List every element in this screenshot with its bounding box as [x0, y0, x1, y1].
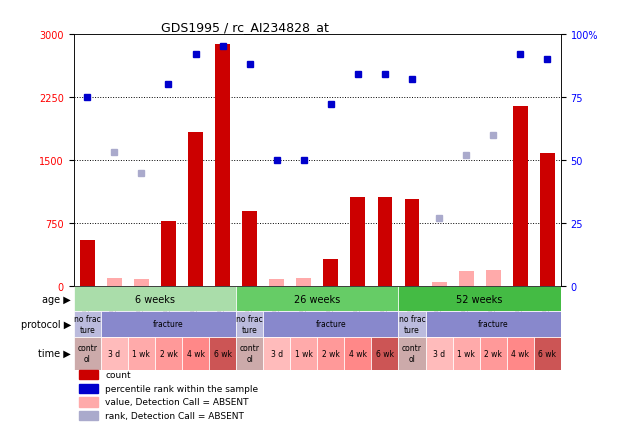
Text: 1 wk: 1 wk	[295, 349, 313, 358]
Bar	[399, 312, 426, 337]
Text: no frac
ture: no frac ture	[74, 315, 101, 334]
Bar	[344, 337, 371, 370]
Text: 1 wk: 1 wk	[457, 349, 475, 358]
Bar	[79, 370, 98, 379]
Bar	[263, 312, 399, 337]
Bar	[426, 337, 453, 370]
Text: rank, Detection Call = ABSENT: rank, Detection Call = ABSENT	[105, 411, 244, 420]
Text: 6 weeks: 6 weeks	[135, 294, 175, 304]
Text: 4 wk: 4 wk	[187, 349, 204, 358]
Bar	[236, 312, 263, 337]
Text: contr
ol: contr ol	[240, 344, 260, 363]
Bar	[534, 337, 561, 370]
Text: 2 wk: 2 wk	[322, 349, 340, 358]
Text: 3 d: 3 d	[108, 349, 121, 358]
Text: 26 weeks: 26 weeks	[294, 294, 340, 304]
Text: age ▶: age ▶	[42, 294, 71, 304]
Text: time ▶: time ▶	[38, 349, 71, 358]
Bar	[459, 272, 474, 286]
Bar	[188, 133, 203, 286]
Bar	[74, 286, 236, 312]
Bar	[323, 260, 338, 286]
Text: contr
ol: contr ol	[402, 344, 422, 363]
Bar	[486, 270, 501, 286]
Bar	[80, 240, 95, 286]
Bar	[263, 337, 290, 370]
Text: protocol ▶: protocol ▶	[21, 319, 71, 329]
Bar	[378, 197, 392, 286]
Bar	[74, 337, 101, 370]
Text: fracture: fracture	[153, 320, 184, 329]
Bar	[399, 286, 561, 312]
Bar	[101, 337, 128, 370]
Text: contr
ol: contr ol	[78, 344, 97, 363]
Bar	[453, 337, 479, 370]
Text: 2 wk: 2 wk	[485, 349, 502, 358]
Bar	[290, 337, 317, 370]
Text: no frac
ture: no frac ture	[237, 315, 263, 334]
Bar	[134, 279, 149, 286]
Bar	[182, 337, 209, 370]
Text: 3 d: 3 d	[433, 349, 445, 358]
Bar	[371, 337, 399, 370]
Text: 3 d: 3 d	[271, 349, 283, 358]
Text: 2 wk: 2 wk	[160, 349, 178, 358]
Bar	[209, 337, 236, 370]
Text: 1 wk: 1 wk	[133, 349, 150, 358]
Text: fracture: fracture	[478, 320, 508, 329]
Bar	[431, 282, 447, 286]
Bar	[404, 199, 419, 286]
Bar	[507, 337, 534, 370]
Bar	[215, 45, 230, 286]
Text: 6 wk: 6 wk	[213, 349, 231, 358]
Bar	[155, 337, 182, 370]
Bar	[79, 384, 98, 393]
Bar	[79, 411, 98, 420]
Text: no frac
ture: no frac ture	[399, 315, 426, 334]
Text: 4 wk: 4 wk	[349, 349, 367, 358]
Text: GDS1995 / rc_AI234828_at: GDS1995 / rc_AI234828_at	[162, 20, 329, 33]
Text: 6 wk: 6 wk	[376, 349, 394, 358]
Bar	[74, 312, 101, 337]
Bar	[317, 337, 344, 370]
Text: count: count	[105, 370, 131, 379]
Bar	[296, 278, 312, 286]
Text: fracture: fracture	[315, 320, 346, 329]
Bar	[540, 154, 555, 286]
Bar	[399, 337, 426, 370]
Bar	[242, 212, 257, 286]
Bar	[161, 221, 176, 286]
Text: 4 wk: 4 wk	[512, 349, 529, 358]
Bar	[236, 286, 399, 312]
Bar	[426, 312, 561, 337]
Bar	[513, 107, 528, 286]
Text: value, Detection Call = ABSENT: value, Detection Call = ABSENT	[105, 398, 249, 407]
Text: percentile rank within the sample: percentile rank within the sample	[105, 384, 258, 393]
Bar	[79, 398, 98, 407]
Bar	[269, 280, 284, 286]
Bar	[236, 337, 263, 370]
Bar	[107, 278, 122, 286]
Text: 6 wk: 6 wk	[538, 349, 556, 358]
Bar	[101, 312, 236, 337]
Bar	[479, 337, 507, 370]
Bar	[128, 337, 155, 370]
Text: 52 weeks: 52 weeks	[456, 294, 503, 304]
Bar	[351, 197, 365, 286]
